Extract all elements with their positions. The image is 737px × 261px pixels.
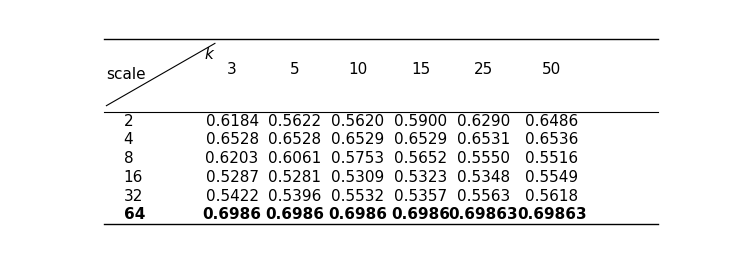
Text: 0.5532: 0.5532: [331, 189, 384, 204]
Text: 0.6203: 0.6203: [206, 151, 259, 166]
Text: 3: 3: [227, 62, 237, 77]
Text: 0.5900: 0.5900: [394, 114, 447, 129]
Text: 10: 10: [348, 62, 367, 77]
Text: 15: 15: [411, 62, 430, 77]
Text: 0.6531: 0.6531: [457, 132, 510, 147]
Text: 0.6529: 0.6529: [394, 132, 447, 147]
Text: 2: 2: [124, 114, 133, 129]
Text: 0.6986: 0.6986: [328, 207, 387, 222]
Text: 0.6986: 0.6986: [391, 207, 450, 222]
Text: 32: 32: [124, 189, 143, 204]
Text: 0.5620: 0.5620: [331, 114, 384, 129]
Text: k: k: [205, 48, 214, 62]
Text: 0.6528: 0.6528: [268, 132, 321, 147]
Text: 8: 8: [124, 151, 133, 166]
Text: 0.5550: 0.5550: [457, 151, 510, 166]
Text: 0.6528: 0.6528: [206, 132, 259, 147]
Text: 0.5549: 0.5549: [525, 170, 579, 185]
Text: scale: scale: [106, 68, 146, 82]
Text: 0.6529: 0.6529: [331, 132, 385, 147]
Text: 0.69863: 0.69863: [517, 207, 587, 222]
Text: 64: 64: [124, 207, 145, 222]
Text: 0.6290: 0.6290: [457, 114, 510, 129]
Text: 0.5618: 0.5618: [525, 189, 579, 204]
Text: 0.6486: 0.6486: [525, 114, 579, 129]
Text: 5: 5: [290, 62, 300, 77]
Text: 0.5563: 0.5563: [457, 189, 510, 204]
Text: 0.6184: 0.6184: [206, 114, 259, 129]
Text: 25: 25: [474, 62, 493, 77]
Text: 0.5287: 0.5287: [206, 170, 259, 185]
Text: 0.5357: 0.5357: [394, 189, 447, 204]
Text: 0.5753: 0.5753: [331, 151, 384, 166]
Text: 0.5281: 0.5281: [268, 170, 321, 185]
Text: 4: 4: [124, 132, 133, 147]
Text: 0.5652: 0.5652: [394, 151, 447, 166]
Text: 0.5516: 0.5516: [525, 151, 579, 166]
Text: 0.5422: 0.5422: [206, 189, 259, 204]
Text: 0.5348: 0.5348: [457, 170, 510, 185]
Text: 0.5309: 0.5309: [331, 170, 385, 185]
Text: 50: 50: [542, 62, 562, 77]
Text: 0.6986: 0.6986: [265, 207, 324, 222]
Text: 0.6061: 0.6061: [268, 151, 321, 166]
Text: 0.5622: 0.5622: [268, 114, 321, 129]
Text: 0.69863: 0.69863: [449, 207, 518, 222]
Text: 0.5396: 0.5396: [268, 189, 321, 204]
Text: 16: 16: [124, 170, 143, 185]
Text: 0.6536: 0.6536: [525, 132, 579, 147]
Text: 0.6986: 0.6986: [203, 207, 262, 222]
Text: 0.5323: 0.5323: [394, 170, 447, 185]
